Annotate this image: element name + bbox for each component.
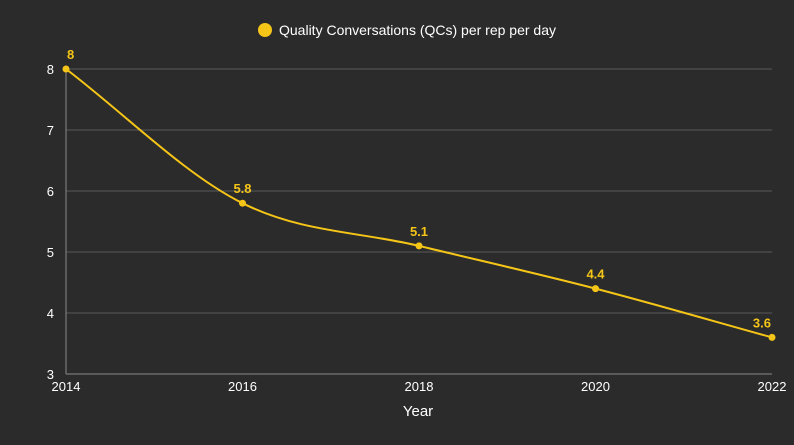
y-axis-ticks: 3 4 5 6 7 8 [47,62,54,382]
legend[interactable]: Quality Conversations (QCs) per rep per … [258,22,556,38]
data-label: 5.8 [233,181,251,196]
data-label: 5.1 [410,224,428,239]
x-tick-label: 2016 [228,379,257,394]
data-point[interactable] [768,333,776,341]
x-tick-label: 2022 [758,379,787,394]
data-point[interactable] [62,65,70,73]
y-tick-label: 6 [47,184,54,199]
data-point[interactable] [592,285,599,293]
data-point[interactable] [239,199,246,207]
y-tick-label: 8 [47,62,54,77]
data-labels: 8 5.8 5.1 4.4 3.6 [67,47,771,330]
x-axis-title: Year [403,403,433,420]
legend-label: Quality Conversations (QCs) per rep per … [279,22,556,38]
data-label: 8 [67,47,74,62]
y-tick-label: 4 [47,306,54,321]
y-tick-label: 7 [47,123,54,138]
x-tick-label: 2014 [52,379,81,394]
legend-marker [258,23,272,37]
series-line [65,68,773,339]
x-axis-ticks: 2014 2016 2018 2020 2022 [52,379,787,394]
data-point[interactable] [415,242,423,250]
axes [65,69,772,375]
data-label: 3.6 [753,315,771,330]
x-tick-label: 2018 [405,379,434,394]
grid [66,68,772,314]
x-tick-label: 2020 [581,379,610,394]
data-points [62,65,776,341]
y-tick-label: 5 [47,245,54,260]
y-tick-label: 3 [47,367,54,382]
data-label: 4.4 [586,267,605,282]
